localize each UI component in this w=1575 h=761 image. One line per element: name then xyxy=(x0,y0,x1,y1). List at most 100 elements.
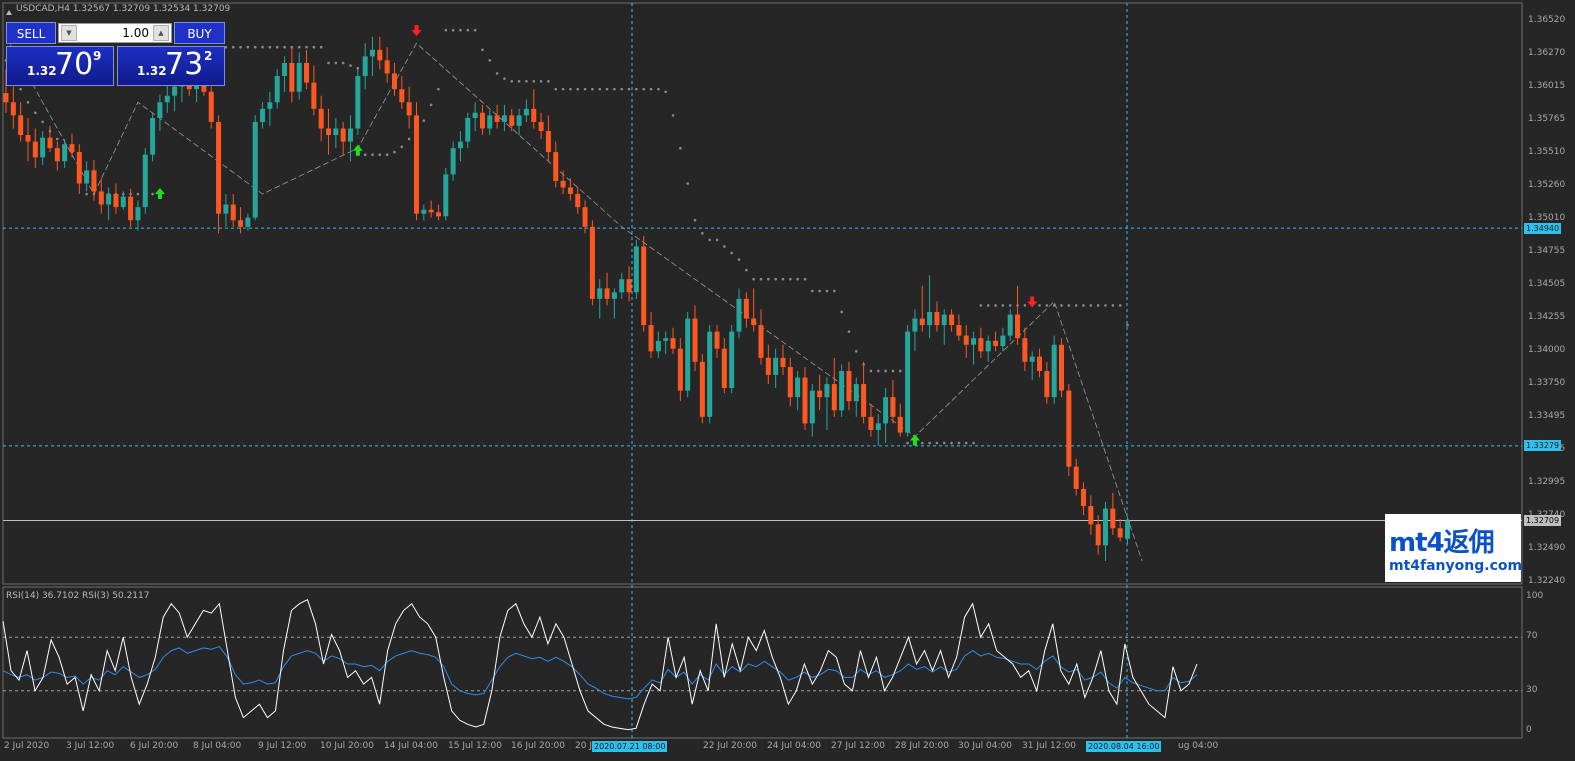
psar-dot xyxy=(935,441,939,445)
candle-body xyxy=(985,340,991,352)
candle-body xyxy=(157,102,163,118)
psar-dot xyxy=(1052,304,1056,307)
candle-body xyxy=(25,135,31,142)
psar-dot xyxy=(789,277,792,281)
candle-body xyxy=(10,102,16,116)
candle-body xyxy=(32,141,38,158)
psar-dot xyxy=(686,182,689,185)
psar-dot xyxy=(613,87,616,91)
candle-body xyxy=(531,108,537,122)
candle-body xyxy=(1044,370,1050,398)
psar-dot xyxy=(378,153,382,156)
candle-body xyxy=(626,279,632,293)
candle-body xyxy=(897,416,903,433)
candle-body xyxy=(655,340,661,352)
candle-body xyxy=(230,204,236,221)
price-tick-label: 1.34755 xyxy=(1528,246,1566,256)
psar-dot xyxy=(19,87,22,91)
lot-size-field[interactable]: ▼ 1.00 ▲ xyxy=(58,23,172,43)
time-tick-label: 27 Jul 12:00 xyxy=(831,741,885,751)
candle-body xyxy=(795,377,801,398)
psar-dot xyxy=(891,369,895,373)
psar-dot xyxy=(283,45,286,49)
up-arrow-icon xyxy=(154,188,165,200)
rsi-tick-label: 0 xyxy=(1526,725,1532,735)
candle-body xyxy=(348,128,354,142)
psar-dot xyxy=(459,28,462,32)
buy-price-box[interactable]: 1.32 73 2 xyxy=(117,46,225,86)
psar-dot xyxy=(444,28,448,32)
candle-body xyxy=(487,115,493,129)
symbol-info: USDCAD,H4 1.32567 1.32709 1.32534 1.3270… xyxy=(16,4,231,14)
vline-time-tag: 2020.07.21 08:00 xyxy=(592,741,668,752)
sell-price-box[interactable]: 1.32 70 9 xyxy=(6,46,114,86)
candle-body xyxy=(54,148,60,162)
sell-button[interactable]: SELL xyxy=(6,22,56,44)
psar-dot xyxy=(246,45,250,49)
candle-body xyxy=(545,131,551,153)
lot-decrease-icon[interactable]: ▼ xyxy=(61,25,77,41)
buy-button[interactable]: BUY xyxy=(174,22,225,44)
candle-body xyxy=(370,49,375,57)
psar-dot xyxy=(356,66,360,70)
candle-body xyxy=(399,89,405,103)
psar-dot xyxy=(34,111,37,115)
psar-dot xyxy=(231,45,235,49)
time-tick-label: 6 Jul 20:00 xyxy=(130,741,179,751)
psar-dot xyxy=(151,192,154,196)
rsi-tick-label: 70 xyxy=(1526,631,1538,642)
candle-body xyxy=(252,121,258,218)
candle-body xyxy=(150,117,156,155)
psar-dot xyxy=(869,369,873,373)
psar-dot xyxy=(510,79,514,83)
candle-body xyxy=(428,209,434,213)
price-tick-label: 1.36015 xyxy=(1528,81,1566,91)
psar-dot xyxy=(1067,304,1071,307)
psar-dot xyxy=(466,28,470,32)
candle-body xyxy=(927,311,933,326)
rsi-window-frame xyxy=(2,586,1523,739)
collapse-triangle-icon[interactable] xyxy=(6,10,12,15)
candle-body xyxy=(164,95,170,103)
candle-body xyxy=(963,335,969,345)
time-tick-label: 15 Jul 12:00 xyxy=(448,741,502,751)
logo-title: mt4返佣 xyxy=(1389,528,1495,558)
price-tick-label: 1.35260 xyxy=(1528,180,1566,190)
candle-body xyxy=(817,390,823,398)
zigzag-polyline xyxy=(5,36,1143,562)
psar-dot xyxy=(671,114,675,117)
candle-body xyxy=(516,115,522,126)
candle-body xyxy=(1073,466,1079,489)
psar-dot xyxy=(305,45,308,49)
psar-dot xyxy=(664,90,667,94)
lot-size-value[interactable]: 1.00 xyxy=(122,26,149,40)
candle-body xyxy=(18,115,24,136)
candle-body xyxy=(582,207,588,227)
candle-body xyxy=(69,144,75,153)
candle-body xyxy=(1081,488,1087,506)
candle-body xyxy=(47,137,53,149)
candle-body xyxy=(245,217,251,227)
psar-dot xyxy=(605,87,609,91)
hline-price-tag: 1.33279 xyxy=(1524,440,1562,451)
candle-body xyxy=(62,144,68,162)
candle-body xyxy=(641,246,647,326)
candle-body xyxy=(677,348,683,391)
current-price-tag: 1.32709 xyxy=(1524,515,1562,526)
candle-body xyxy=(1066,390,1072,467)
sell-price-prefix: 1.32 xyxy=(27,64,57,78)
candle-body xyxy=(304,62,310,83)
psar-dot xyxy=(876,369,880,373)
psar-dot xyxy=(1104,304,1107,307)
candle-body xyxy=(91,170,97,192)
psar-dot xyxy=(942,441,946,445)
candle-body xyxy=(340,128,346,142)
zigzag-line xyxy=(5,36,1143,562)
psar-dot xyxy=(657,87,660,91)
lot-increase-icon[interactable]: ▲ xyxy=(153,25,169,41)
up-arrow-icon xyxy=(352,144,363,156)
candle-body xyxy=(663,338,669,341)
psar-dot xyxy=(649,87,653,91)
